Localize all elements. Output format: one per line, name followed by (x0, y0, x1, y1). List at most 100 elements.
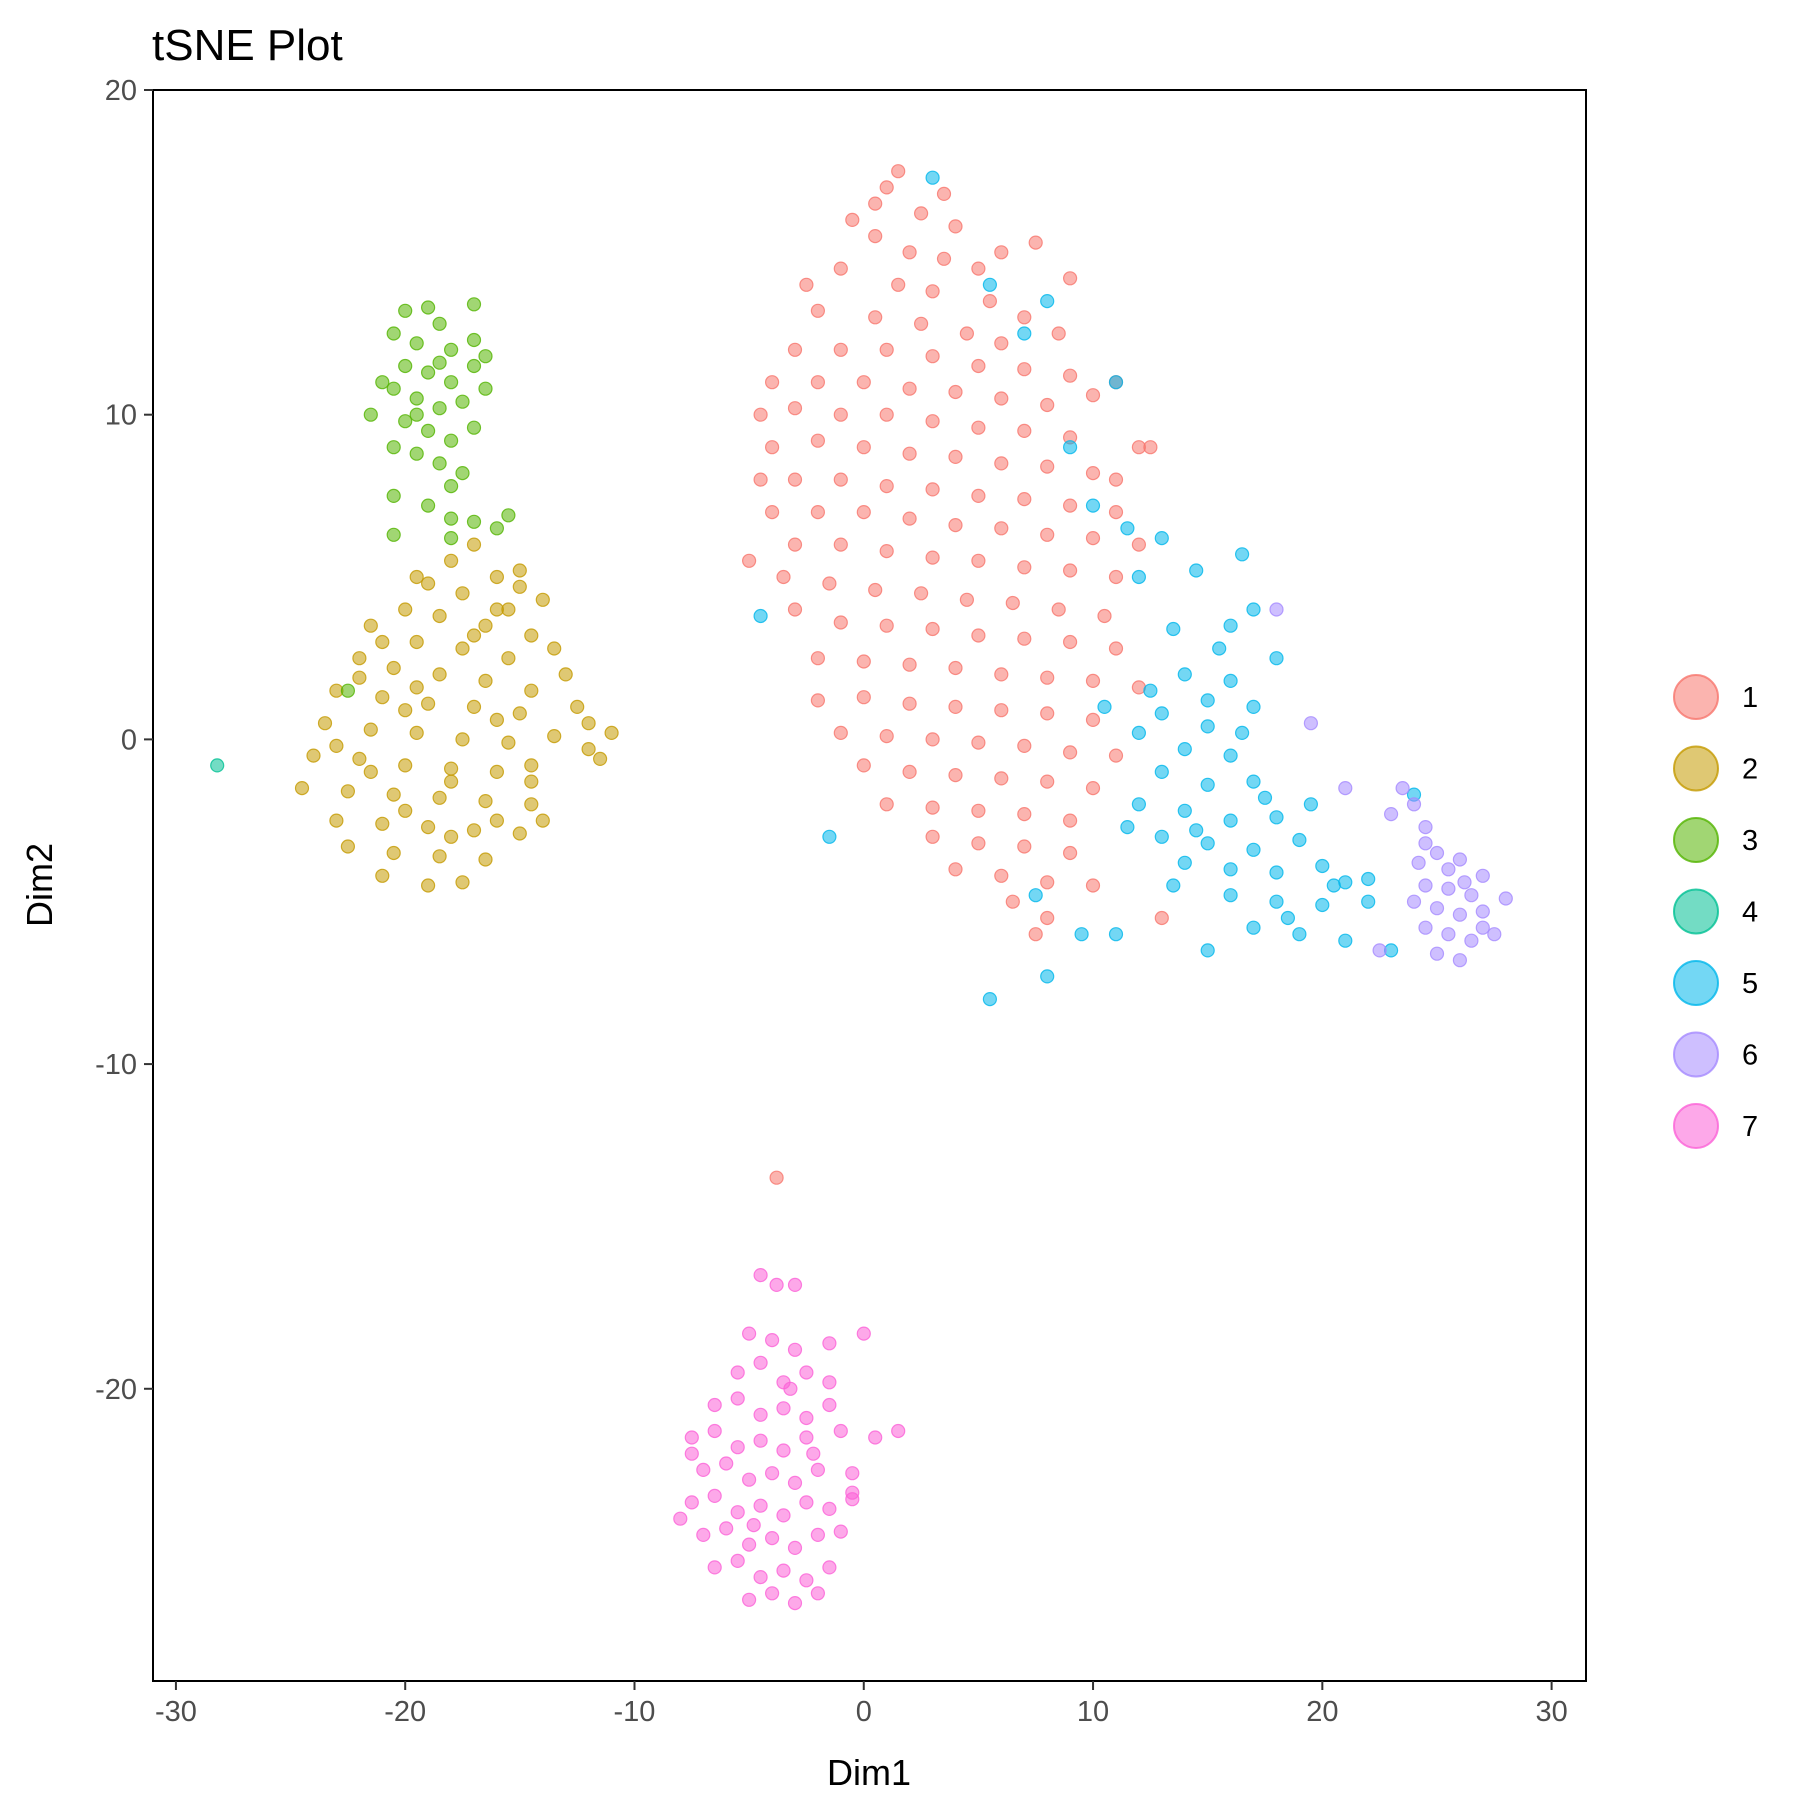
point-6-5 (1452, 852, 1468, 867)
point-1-127 (1062, 813, 1078, 828)
point-5-32 (1177, 803, 1192, 818)
point-1-100 (1040, 670, 1055, 685)
point-5-28 (1154, 764, 1169, 780)
point-7-65 (806, 1446, 821, 1461)
point-6-1 (1406, 797, 1422, 812)
point-1-77 (1062, 563, 1078, 578)
point-1-34 (753, 407, 768, 422)
point-6-17 (1441, 927, 1456, 942)
point-2-13 (409, 634, 424, 650)
point-3-11 (466, 358, 482, 374)
point-3-5 (409, 336, 424, 351)
point-2-38 (398, 758, 413, 773)
point-6-13 (1429, 901, 1445, 916)
point-6-11 (1498, 891, 1513, 906)
point-1-76 (1017, 560, 1032, 575)
point-7-25 (833, 1423, 848, 1439)
point-5-23 (1200, 719, 1215, 734)
point-7-28 (696, 1462, 711, 1478)
series-6 (1269, 602, 1513, 968)
point-1-68 (1085, 530, 1101, 546)
point-1-149 (1062, 271, 1078, 286)
point-2-5 (455, 586, 470, 601)
point-5-49 (1200, 943, 1215, 958)
point-1-49 (1040, 459, 1055, 474)
point-1-64 (902, 511, 917, 526)
point-7-18 (822, 1397, 837, 1413)
point-1-117 (856, 758, 871, 773)
point-7-4 (764, 1332, 780, 1348)
point-1-91 (971, 628, 986, 643)
point-1-44 (810, 433, 826, 448)
point-5-46 (1361, 894, 1376, 909)
point-2-63 (409, 680, 424, 695)
point-1-93 (1062, 634, 1078, 650)
point-6-7 (1475, 868, 1490, 883)
point-2-46 (478, 793, 493, 809)
point-3-10 (444, 375, 459, 390)
point-7-8 (730, 1365, 745, 1380)
point-7-11 (799, 1365, 814, 1380)
legend-label-5: 5 (1742, 968, 1758, 1000)
point-7-16 (776, 1401, 791, 1416)
point-6-20 (1452, 953, 1468, 968)
point-1-109 (1085, 712, 1101, 728)
point-1-28 (902, 381, 917, 396)
point-1-14 (913, 316, 929, 331)
point-2-55 (432, 849, 447, 864)
point-1-108 (1040, 706, 1055, 721)
point-1-112 (925, 732, 940, 747)
series-5 (753, 170, 1422, 1007)
point-5-2 (1040, 294, 1055, 309)
point-6-9 (1441, 881, 1456, 896)
point-5-34 (1269, 810, 1284, 825)
point-2-10 (478, 618, 493, 633)
point-3-9 (421, 365, 436, 380)
point-6-0 (1395, 780, 1410, 796)
point-2-24 (421, 696, 436, 711)
point-1-38 (925, 414, 940, 429)
point-6-22 (1372, 943, 1387, 958)
chart-title: tSNE Plot (152, 21, 343, 70)
point-6-8 (1418, 878, 1433, 893)
point-2-1 (444, 553, 459, 568)
point-7-41 (822, 1501, 837, 1517)
point-5-48 (1292, 927, 1307, 942)
point-1-27 (856, 375, 871, 390)
point-7-37 (730, 1505, 745, 1520)
point-5-42 (1315, 858, 1330, 874)
point-5-43 (1223, 888, 1238, 903)
point-5-56 (753, 608, 768, 624)
point-2-29 (317, 716, 333, 731)
point-3-28 (444, 511, 459, 526)
point-5-25 (1131, 725, 1147, 741)
point-1-115 (1062, 745, 1078, 760)
point-1-98 (948, 660, 963, 676)
point-1-51 (1108, 472, 1124, 487)
y-tick-label-2: 0 (121, 724, 137, 756)
point-7-13 (707, 1397, 722, 1413)
point-4-0 (210, 758, 225, 773)
point-5-9 (1234, 547, 1250, 562)
point-1-143 (891, 164, 906, 179)
point-1-36 (833, 407, 848, 422)
point-7-21 (730, 1440, 745, 1455)
series-7 (673, 1267, 906, 1611)
point-7-47 (787, 1540, 803, 1556)
point-5-55 (982, 991, 998, 1007)
point-1-6 (971, 261, 986, 276)
point-1-92 (1017, 631, 1032, 646)
point-1-121 (1040, 774, 1055, 789)
point-5-26 (1177, 741, 1192, 757)
point-2-65 (558, 667, 573, 682)
legend-key-4 (1673, 888, 1719, 935)
point-5-39 (1177, 855, 1192, 870)
point-1-110 (833, 725, 848, 741)
point-1-20 (879, 342, 894, 357)
point-3-4 (386, 326, 401, 341)
point-3-21 (466, 420, 482, 435)
point-5-44 (1269, 894, 1284, 909)
point-1-136 (1005, 894, 1020, 909)
y-tick-label-1: -10 (95, 1049, 137, 1081)
point-2-70 (329, 738, 344, 754)
